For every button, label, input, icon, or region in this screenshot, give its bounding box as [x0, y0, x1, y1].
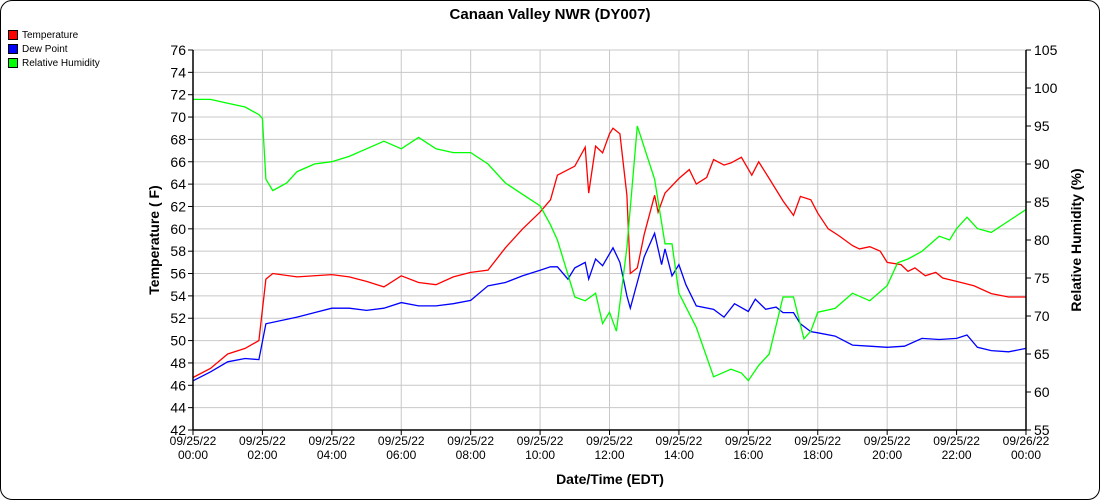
- y-tick-label: 62: [170, 198, 186, 214]
- y2-tick-label: 100: [1034, 80, 1058, 96]
- y-tick-label: 76: [170, 42, 186, 58]
- x-axis-label: Date/Time (EDT): [556, 471, 664, 487]
- y-tick-label: 42: [170, 422, 186, 438]
- x-tick-time: 22:00: [942, 448, 972, 462]
- y-tick-label: 74: [170, 64, 186, 80]
- y-tick-label: 50: [170, 333, 186, 349]
- y2-axis-label: Relative Humidity (%): [1068, 168, 1084, 311]
- x-tick-date: 09/25/22: [933, 434, 980, 448]
- y-tick-label: 56: [170, 266, 186, 282]
- legend-swatch: [8, 58, 18, 68]
- x-tick-time: 08:00: [456, 448, 486, 462]
- x-tick-date: 09/26/22: [1003, 434, 1050, 448]
- x-tick-date: 09/25/22: [725, 434, 772, 448]
- x-tick-time: 18:00: [803, 448, 833, 462]
- x-tick-time: 00:00: [1011, 448, 1041, 462]
- y-tick-label: 64: [170, 176, 186, 192]
- x-tick-date: 09/25/22: [308, 434, 355, 448]
- y-tick-label: 60: [170, 221, 186, 237]
- x-tick-time: 16:00: [733, 448, 763, 462]
- legend-item-relative-humidity[interactable]: Relative Humidity: [8, 56, 100, 70]
- series-line-dew-point: [192, 231, 1027, 382]
- x-tick-date: 09/25/22: [794, 434, 841, 448]
- series-line-relative-humidity: [193, 98, 1027, 382]
- y-tick-label: 66: [170, 154, 186, 170]
- x-tick-date: 09/25/22: [170, 434, 217, 448]
- legend-label: Temperature: [22, 29, 79, 41]
- y2-tick-label: 60: [1034, 384, 1050, 400]
- y-tick-label: 46: [170, 377, 186, 393]
- legend-item-dew-point[interactable]: Dew Point: [8, 42, 100, 56]
- y2-tick-label: 95: [1034, 118, 1050, 134]
- x-tick-time: 06:00: [386, 448, 416, 462]
- y2-tick-label: 90: [1034, 156, 1050, 172]
- x-tick-date: 09/25/22: [656, 434, 703, 448]
- series-line-temperature: [192, 127, 1026, 379]
- y2-tick-label: 105: [1034, 42, 1058, 58]
- y-tick-label: 48: [170, 355, 186, 371]
- y2-tick-label: 65: [1034, 346, 1050, 362]
- y2-tick-label: 85: [1034, 194, 1050, 210]
- y-tick-label: 44: [170, 400, 186, 416]
- x-tick-date: 09/25/22: [239, 434, 286, 448]
- y-tick-label: 54: [170, 288, 186, 304]
- y2-tick-label: 55: [1034, 422, 1050, 438]
- legend-label: Dew Point: [22, 43, 68, 55]
- legend: Temperature Dew Point Relative Humidity: [8, 28, 100, 70]
- x-tick-time: 20:00: [872, 448, 902, 462]
- legend-item-temperature[interactable]: Temperature: [8, 28, 100, 42]
- chart-title: Canaan Valley NWR (DY007): [450, 6, 651, 23]
- x-tick-date: 09/25/22: [378, 434, 425, 448]
- y-tick-label: 58: [170, 243, 186, 259]
- y2-tick-label: 70: [1034, 308, 1050, 324]
- x-tick-date: 09/25/22: [447, 434, 494, 448]
- x-tick-date: 09/25/22: [864, 434, 911, 448]
- y-tick-label: 52: [170, 310, 186, 326]
- y2-tick-label: 80: [1034, 232, 1050, 248]
- x-tick-time: 12:00: [594, 448, 624, 462]
- y-tick-label: 70: [170, 109, 186, 125]
- legend-swatch: [8, 44, 18, 54]
- x-tick-time: 04:00: [317, 448, 347, 462]
- y-tick-label: 72: [170, 87, 186, 103]
- x-tick-date: 09/25/22: [586, 434, 633, 448]
- y2-tick-label: 75: [1034, 270, 1050, 286]
- x-tick-time: 00:00: [178, 448, 208, 462]
- y-axis-label: Temperature ( F): [146, 185, 162, 294]
- x-tick-time: 10:00: [525, 448, 555, 462]
- x-tick-time: 02:00: [247, 448, 277, 462]
- legend-label: Relative Humidity: [22, 57, 100, 69]
- legend-swatch: [8, 30, 18, 40]
- y-tick-label: 68: [170, 131, 186, 147]
- x-tick-date: 09/25/22: [517, 434, 564, 448]
- x-tick-time: 14:00: [664, 448, 694, 462]
